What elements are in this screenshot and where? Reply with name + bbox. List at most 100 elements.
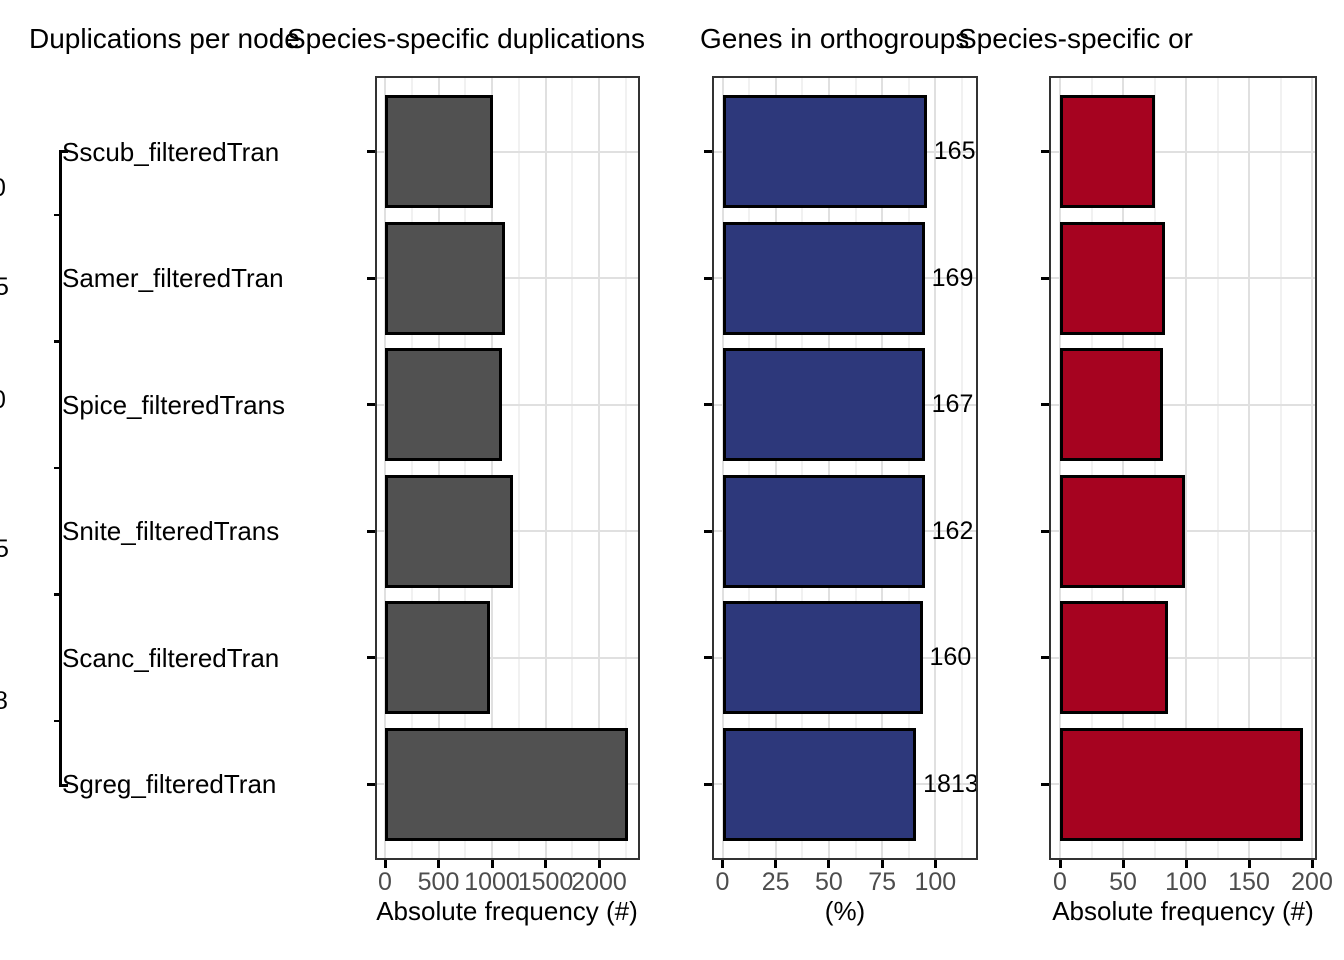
x-axis-tick xyxy=(1247,860,1251,868)
y-axis-tick xyxy=(367,150,375,153)
x-axis-tick-label: 75 xyxy=(868,868,896,896)
panel-species-specific-duplications xyxy=(375,76,640,860)
x-axis-tick xyxy=(721,860,724,868)
gridline-minor xyxy=(517,78,520,858)
bar-Spice_filteredTrans xyxy=(722,348,925,461)
gridline-major xyxy=(1059,78,1061,858)
gridline-minor xyxy=(624,78,627,858)
bar-Scanc_filteredTran xyxy=(722,601,923,714)
bar-value-label: 1813 xyxy=(923,769,978,798)
y-axis-tick xyxy=(367,529,375,533)
bar-Sgreg_filteredTran xyxy=(385,727,628,841)
tree-node-mark xyxy=(54,213,61,217)
x-axis-tick xyxy=(1058,860,1062,868)
y-axis-tick xyxy=(1041,150,1049,153)
species-tip-label: Samer_filteredTran xyxy=(62,263,284,293)
y-axis-tick xyxy=(704,403,712,406)
x-axis-tick-label: 1500 xyxy=(517,868,574,896)
bar-Sscub_filteredTran xyxy=(722,95,927,208)
y-axis-tick xyxy=(367,656,375,659)
bar-Sscub_filteredTran xyxy=(1060,95,1155,208)
y-axis-tick xyxy=(704,656,712,659)
bar-Scanc_filteredTran xyxy=(1060,601,1169,714)
gridline-row xyxy=(1051,150,1315,153)
gridline-minor xyxy=(801,78,804,858)
panel-title-species-specific-orthogroups: Species-specific or xyxy=(958,23,1193,54)
bar-Snite_filteredTrans xyxy=(722,474,925,588)
bar-Sgreg_filteredTran xyxy=(722,727,917,841)
panel-title-duplications-per-node: Duplications per node xyxy=(29,23,300,54)
species-tip-label: Spice_filteredTrans xyxy=(62,389,286,420)
bar-Spice_filteredTrans xyxy=(1060,348,1164,461)
bar-value-label: 169 xyxy=(931,263,974,292)
tree-tip-branch-bottom xyxy=(59,784,68,787)
bar-Samer_filteredTran xyxy=(385,221,505,335)
tree-node-duplication-count: 8 xyxy=(0,687,8,715)
gridline-minor xyxy=(854,78,857,858)
y-axis-tick xyxy=(1041,276,1049,280)
gridline-major xyxy=(721,78,724,858)
x-axis-tick xyxy=(774,860,778,868)
gridline-major xyxy=(881,78,884,858)
x-axis-tick-label: 0 xyxy=(1053,868,1067,896)
bar-Scanc_filteredTran xyxy=(385,601,490,714)
x-axis-tick xyxy=(544,860,547,868)
gridline-minor xyxy=(410,78,413,858)
x-axis-title-percent: (%) xyxy=(824,896,866,926)
gridline-major xyxy=(934,78,937,858)
x-axis-tick xyxy=(1310,860,1314,868)
y-axis-tick xyxy=(367,276,375,280)
bar-value-label: 167 xyxy=(931,390,974,418)
tree-node-duplication-count: 5 xyxy=(0,535,9,563)
x-axis-tick-label: 0 xyxy=(378,868,392,896)
panel-species-specific-orthogroups xyxy=(1049,76,1317,860)
x-axis-tick-label: 1000 xyxy=(464,868,520,896)
gridline-major xyxy=(1185,78,1187,858)
tree-node-mark xyxy=(54,719,61,723)
x-axis-tick xyxy=(1121,860,1125,868)
y-axis-tick xyxy=(1041,529,1049,533)
x-axis-tick xyxy=(437,860,440,868)
gridline-minor xyxy=(571,78,574,858)
bar-Sgreg_filteredTran xyxy=(1060,727,1304,841)
tree-node-duplication-count: 0 xyxy=(0,174,6,202)
gridline-major xyxy=(774,78,777,858)
bar-Spice_filteredTrans xyxy=(385,348,502,461)
y-axis-tick xyxy=(367,782,375,786)
tree-node-mark xyxy=(54,466,61,470)
gridline-major xyxy=(491,78,493,858)
x-axis-title-orthogroups: Absolute frequency (#) xyxy=(1052,896,1314,926)
tree-node-duplication-count: 0 xyxy=(0,386,6,414)
gridline-major xyxy=(598,78,600,858)
gridline-minor xyxy=(907,78,910,858)
x-axis-tick xyxy=(827,860,831,868)
panel-genes-in-orthogroups: 165 169 167 162 160 1813 xyxy=(712,76,978,860)
gridline-row xyxy=(377,150,638,153)
gridline-minor xyxy=(1279,78,1282,858)
y-axis-tick xyxy=(1041,782,1049,786)
x-axis-tick xyxy=(880,860,884,868)
y-axis-tick xyxy=(1041,403,1049,406)
x-axis-tick xyxy=(933,860,937,868)
gridline-row xyxy=(377,277,638,279)
bar-Sscub_filteredTran xyxy=(385,95,493,208)
x-axis-tick-label: 2000 xyxy=(571,868,627,896)
x-axis-tick-label: 0 xyxy=(715,868,730,896)
species-tip-label: Snite_filteredTrans xyxy=(62,516,280,546)
gridline-minor xyxy=(1216,78,1219,858)
gridline-minor xyxy=(1090,78,1093,858)
x-axis-tick xyxy=(490,860,494,868)
tree-node-mark xyxy=(54,340,61,343)
gridline-major xyxy=(437,78,440,858)
gridline-major xyxy=(384,78,386,858)
panel-title-genes-in-orthogroups: Genes in orthogroups xyxy=(700,23,970,54)
bar-value-label: 160 xyxy=(929,643,972,671)
species-tip-label: Sgreg_filteredTran xyxy=(62,769,277,799)
x-axis-tick-label: 50 xyxy=(1109,868,1137,896)
gridline-row xyxy=(377,656,638,659)
gridline-minor xyxy=(1153,78,1156,858)
x-axis-tick-label: 200 xyxy=(1291,868,1333,896)
gridline-major xyxy=(827,78,830,858)
x-axis-tick-label: 25 xyxy=(761,868,790,896)
